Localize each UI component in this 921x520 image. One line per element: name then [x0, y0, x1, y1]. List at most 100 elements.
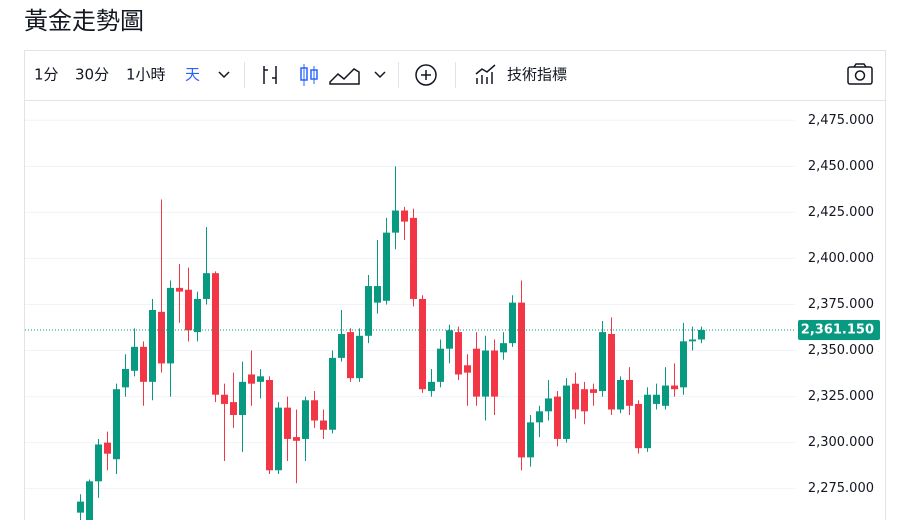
candle-body: [131, 346, 138, 371]
candle-body: [428, 381, 435, 392]
candles-icon[interactable]: [300, 64, 318, 86]
candle-body: [338, 333, 345, 358]
compare-button[interactable]: [415, 64, 437, 86]
candle-body: [176, 287, 183, 292]
candle-body: [248, 374, 255, 384]
candle-body: [662, 385, 669, 406]
candle-body: [689, 339, 696, 342]
chart-frame: [24, 50, 886, 520]
candle-body: [356, 335, 363, 379]
candle-body: [536, 411, 543, 423]
candle-body: [545, 398, 552, 412]
candle-body: [329, 357, 336, 430]
candle-body: [149, 310, 156, 382]
candle-body: [608, 333, 615, 410]
candle-body: [257, 376, 264, 382]
candle-body: [185, 289, 192, 331]
candle-body: [275, 407, 282, 471]
candle-body: [482, 350, 489, 397]
candle-body: [599, 332, 606, 392]
candle-body: [671, 385, 678, 390]
candle-body: [644, 394, 651, 449]
interval-button[interactable]: 1分: [34, 66, 59, 84]
candle-body: [86, 481, 93, 520]
y-tick-label: 2,275.000: [808, 481, 874, 496]
candle-body: [284, 407, 291, 439]
candle-body: [527, 422, 534, 458]
candle-body: [491, 350, 498, 397]
candle-body: [293, 437, 300, 441]
candle-body: [140, 346, 147, 382]
snapshot-button[interactable]: [847, 63, 873, 85]
candle-body: [617, 380, 624, 410]
candle-body: [311, 400, 318, 421]
y-tick-label: 2,475.000: [808, 113, 874, 128]
candle-body: [77, 501, 84, 513]
last-price-badge: [798, 319, 880, 340]
candle-body: [626, 380, 633, 406]
candle-body: [383, 232, 390, 301]
area-icon[interactable]: [329, 68, 360, 85]
interval-dropdown[interactable]: [218, 71, 230, 79]
candle-body: [554, 396, 561, 439]
y-tick-label: 2,450.000: [808, 159, 874, 174]
y-tick-label: 2,400.000: [808, 251, 874, 266]
plot-area: [25, 166, 795, 520]
candle-body: [446, 330, 453, 349]
candle-body: [239, 381, 246, 415]
last-price-label: 2,361.150: [801, 322, 874, 337]
candle-body: [158, 311, 165, 364]
interval-button[interactable]: 天: [185, 66, 200, 84]
candle-body: [347, 332, 354, 379]
page-title: 黃金走勢圖: [24, 7, 144, 35]
candle-body: [455, 332, 462, 375]
chart-type-dropdown[interactable]: [374, 71, 386, 79]
candle-body: [212, 273, 219, 395]
candle-body: [401, 210, 408, 222]
price-axis: 2,275.000 2,300.000 2,325.000 2,350.000 2,37…: [798, 113, 880, 496]
bars-icon[interactable]: [263, 66, 277, 84]
y-tick-label: 2,325.000: [808, 389, 874, 404]
candle-body: [698, 329, 705, 340]
candle-body: [167, 287, 174, 364]
candle-body: [500, 343, 507, 353]
candle-body: [113, 389, 120, 460]
candle-body: [635, 403, 642, 449]
candle-body: [221, 394, 228, 404]
candle-body: [410, 217, 417, 299]
candle-body: [266, 380, 273, 471]
grid: [25, 119, 795, 490]
y-tick-label: 2,350.000: [808, 343, 874, 358]
indicators-icon[interactable]: [475, 64, 496, 84]
candle-body: [419, 298, 426, 390]
y-tick-label: 2,425.000: [808, 205, 874, 220]
interval-button[interactable]: 1小時: [126, 66, 166, 84]
candle-body: [392, 210, 399, 233]
candle-body: [581, 389, 588, 412]
candle-body: [365, 286, 372, 336]
candle-body: [563, 385, 570, 439]
candle-body: [95, 444, 102, 482]
y-tick-label: 2,375.000: [808, 297, 874, 312]
candle-body: [320, 420, 327, 430]
candle-body: [230, 402, 237, 415]
candle-body: [203, 273, 210, 299]
candle-body: [473, 348, 480, 397]
candle-body: [590, 389, 597, 393]
toolbar: 1分 30分 1小時 天 技術指標: [34, 62, 873, 88]
candle-body: [464, 365, 471, 373]
candle-body: [437, 348, 444, 382]
candle-body: [104, 442, 111, 454]
candle-body: [374, 286, 381, 303]
candle-body: [680, 341, 687, 388]
candle-body: [509, 302, 516, 344]
y-tick-label: 2,300.000: [808, 435, 874, 450]
candle-body: [572, 383, 579, 410]
candle-body: [194, 298, 201, 333]
candle-body: [122, 368, 129, 388]
candle-body: [653, 394, 660, 404]
interval-button[interactable]: 30分: [75, 66, 109, 84]
indicators-button[interactable]: 技術指標: [507, 66, 567, 84]
